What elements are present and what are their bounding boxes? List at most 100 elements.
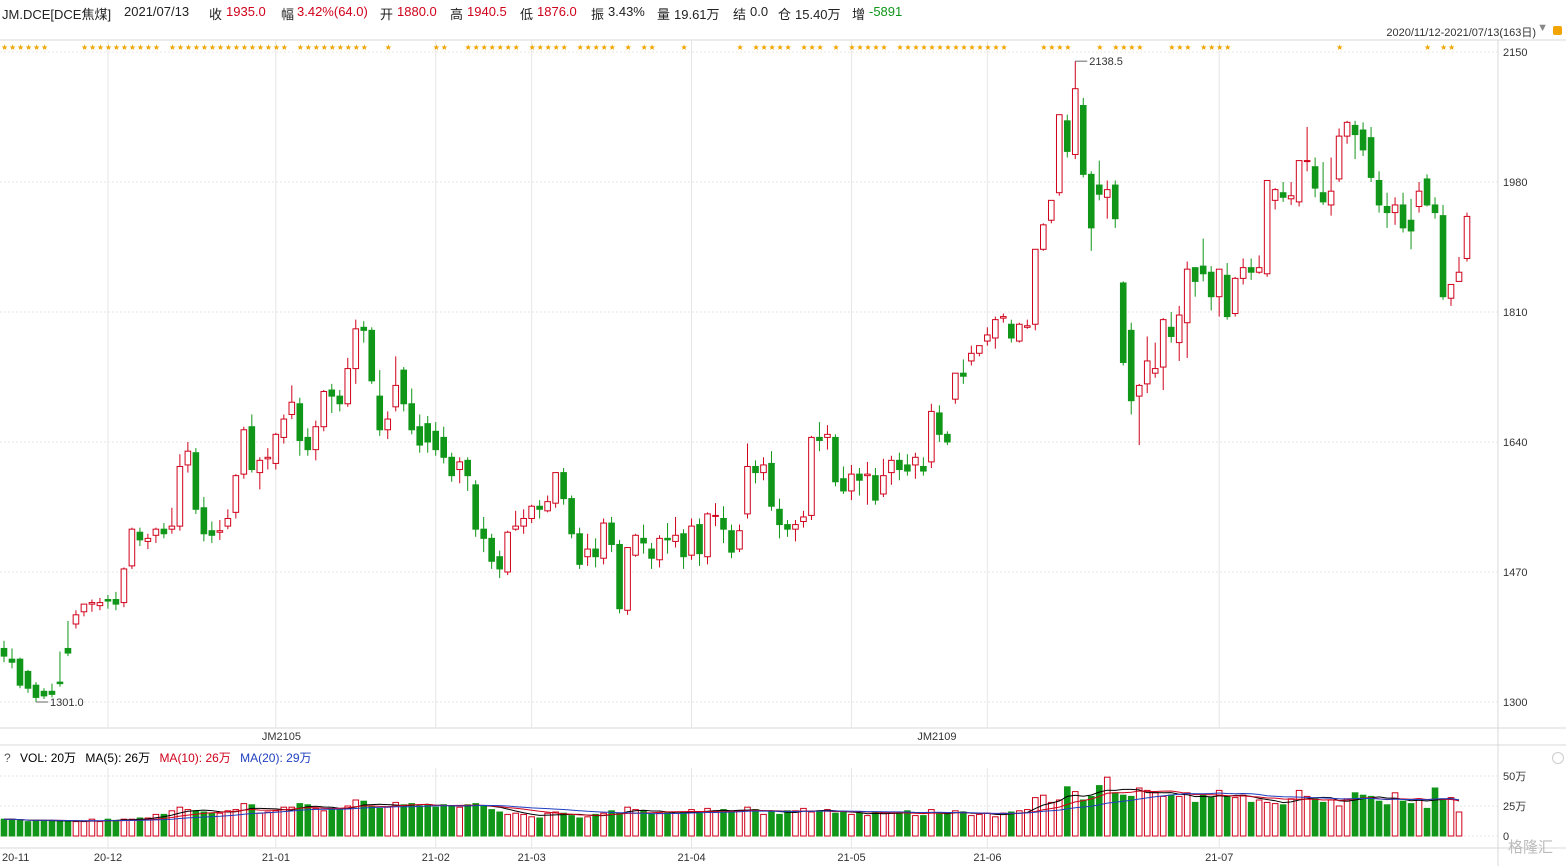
signal-star: ★ — [1056, 43, 1063, 52]
price-tick-label: 1810 — [1503, 307, 1527, 319]
signal-star: ★ — [1, 43, 8, 52]
candle-body — [432, 430, 440, 451]
signal-star: ★ — [185, 43, 192, 52]
signal-star: ★ — [649, 43, 656, 52]
signal-star: ★ — [321, 43, 328, 52]
lock-icon[interactable] — [1553, 26, 1562, 35]
signal-star: ★ — [848, 43, 855, 52]
candle-body — [600, 522, 607, 559]
volume-bar — [320, 810, 328, 837]
signal-star: ★ — [121, 43, 128, 52]
volume-bar — [408, 803, 416, 837]
candle-body — [1215, 268, 1223, 298]
signal-star: ★ — [169, 43, 176, 52]
signal-star: ★ — [97, 43, 104, 52]
volume-bar — [840, 811, 847, 837]
signal-star: ★ — [960, 43, 967, 52]
oi-change-caption: 增 — [852, 7, 866, 22]
volume-bar — [432, 806, 440, 837]
volume-bar — [64, 821, 72, 837]
signal-star: ★ — [257, 43, 264, 52]
candle-body — [1255, 267, 1263, 273]
candle-body — [1311, 166, 1319, 189]
candle-body — [1167, 326, 1175, 337]
help-icon[interactable]: ? — [4, 751, 11, 765]
volume-bar — [1375, 800, 1383, 837]
volume-bar — [520, 813, 527, 837]
signal-star: ★ — [137, 43, 144, 52]
signal-star: ★ — [113, 43, 120, 52]
dropdown-arrow-icon[interactable]: ▼ — [1537, 22, 1548, 34]
signal-star: ★ — [489, 43, 496, 52]
volume-bar — [1327, 799, 1335, 837]
volume-bar — [656, 812, 663, 837]
signal-star: ★ — [880, 43, 887, 52]
volume-bar — [176, 806, 184, 837]
volume-bar — [880, 812, 887, 837]
candle-body — [1024, 325, 1031, 328]
candle-body — [568, 498, 575, 535]
volume-bar — [848, 813, 855, 837]
candle-body — [1335, 135, 1343, 180]
candle-body — [384, 418, 392, 431]
candle-body — [216, 530, 224, 533]
candle-body — [1207, 271, 1215, 298]
axes: 1300 1470 1640 1810 1980 2150 0 25万 50万 20-11 20-1… — [2, 47, 1527, 864]
signal-star: ★ — [217, 43, 224, 52]
volume-bar — [1311, 798, 1319, 837]
signal-star: ★ — [784, 43, 791, 52]
candle-body — [1359, 129, 1367, 151]
candle-body — [192, 452, 200, 510]
signal-star: ★ — [273, 43, 280, 52]
signal-star: ★ — [305, 43, 312, 52]
signal-star: ★ — [145, 43, 152, 52]
signal-star: ★ — [345, 43, 352, 52]
signal-star: ★ — [17, 43, 24, 52]
candle-body — [584, 548, 591, 558]
price-tick-label: 1470 — [1503, 567, 1527, 579]
signal-star: ★ — [1064, 43, 1071, 52]
candle-body — [1295, 160, 1303, 203]
volume-bar — [248, 804, 256, 837]
candle-body — [1071, 88, 1079, 155]
volume-bar — [144, 817, 152, 837]
symbol-label[interactable]: JM.DCE[DCE焦煤] — [2, 7, 112, 22]
signal-star: ★ — [9, 43, 16, 52]
candle-body — [952, 372, 959, 400]
candle-body — [256, 459, 264, 474]
amp-value: 3.42%(64.0) — [297, 4, 368, 19]
volume-bar — [792, 810, 799, 837]
volume-bar — [600, 812, 607, 837]
volume-bar — [552, 811, 559, 837]
signal-star: ★ — [1216, 43, 1223, 52]
candle-body — [456, 461, 463, 471]
signal-star: ★ — [920, 43, 927, 52]
date-range-label[interactable]: 2020/11/12-2021/07/13(163日) — [1386, 27, 1536, 39]
candle-body — [560, 472, 567, 500]
candle-body — [808, 436, 815, 516]
scroll-handle-icon[interactable] — [1552, 752, 1564, 764]
signal-star: ★ — [976, 43, 983, 52]
volume-bar — [864, 815, 871, 837]
candle-body — [752, 465, 759, 474]
price-tick-label: 1300 — [1503, 697, 1527, 709]
candle-body — [984, 334, 991, 342]
candle-body — [1327, 190, 1335, 206]
signal-star: ★ — [609, 43, 616, 52]
signal-star: ★ — [1096, 43, 1103, 52]
x-tick-label: 21-04 — [678, 852, 706, 864]
signal-star: ★ — [553, 43, 560, 52]
candle-body — [1263, 179, 1271, 275]
volume-bar — [1087, 795, 1095, 837]
candle-body — [1367, 137, 1375, 178]
volume-bar — [272, 810, 280, 837]
signal-star: ★ — [952, 43, 959, 52]
candle-body — [136, 531, 144, 541]
candle-body — [1239, 267, 1247, 279]
candle-body — [928, 410, 935, 463]
candle-body — [536, 505, 543, 510]
candle-body — [16, 658, 24, 686]
volume-bar — [8, 818, 16, 837]
volume-bar — [856, 812, 863, 837]
